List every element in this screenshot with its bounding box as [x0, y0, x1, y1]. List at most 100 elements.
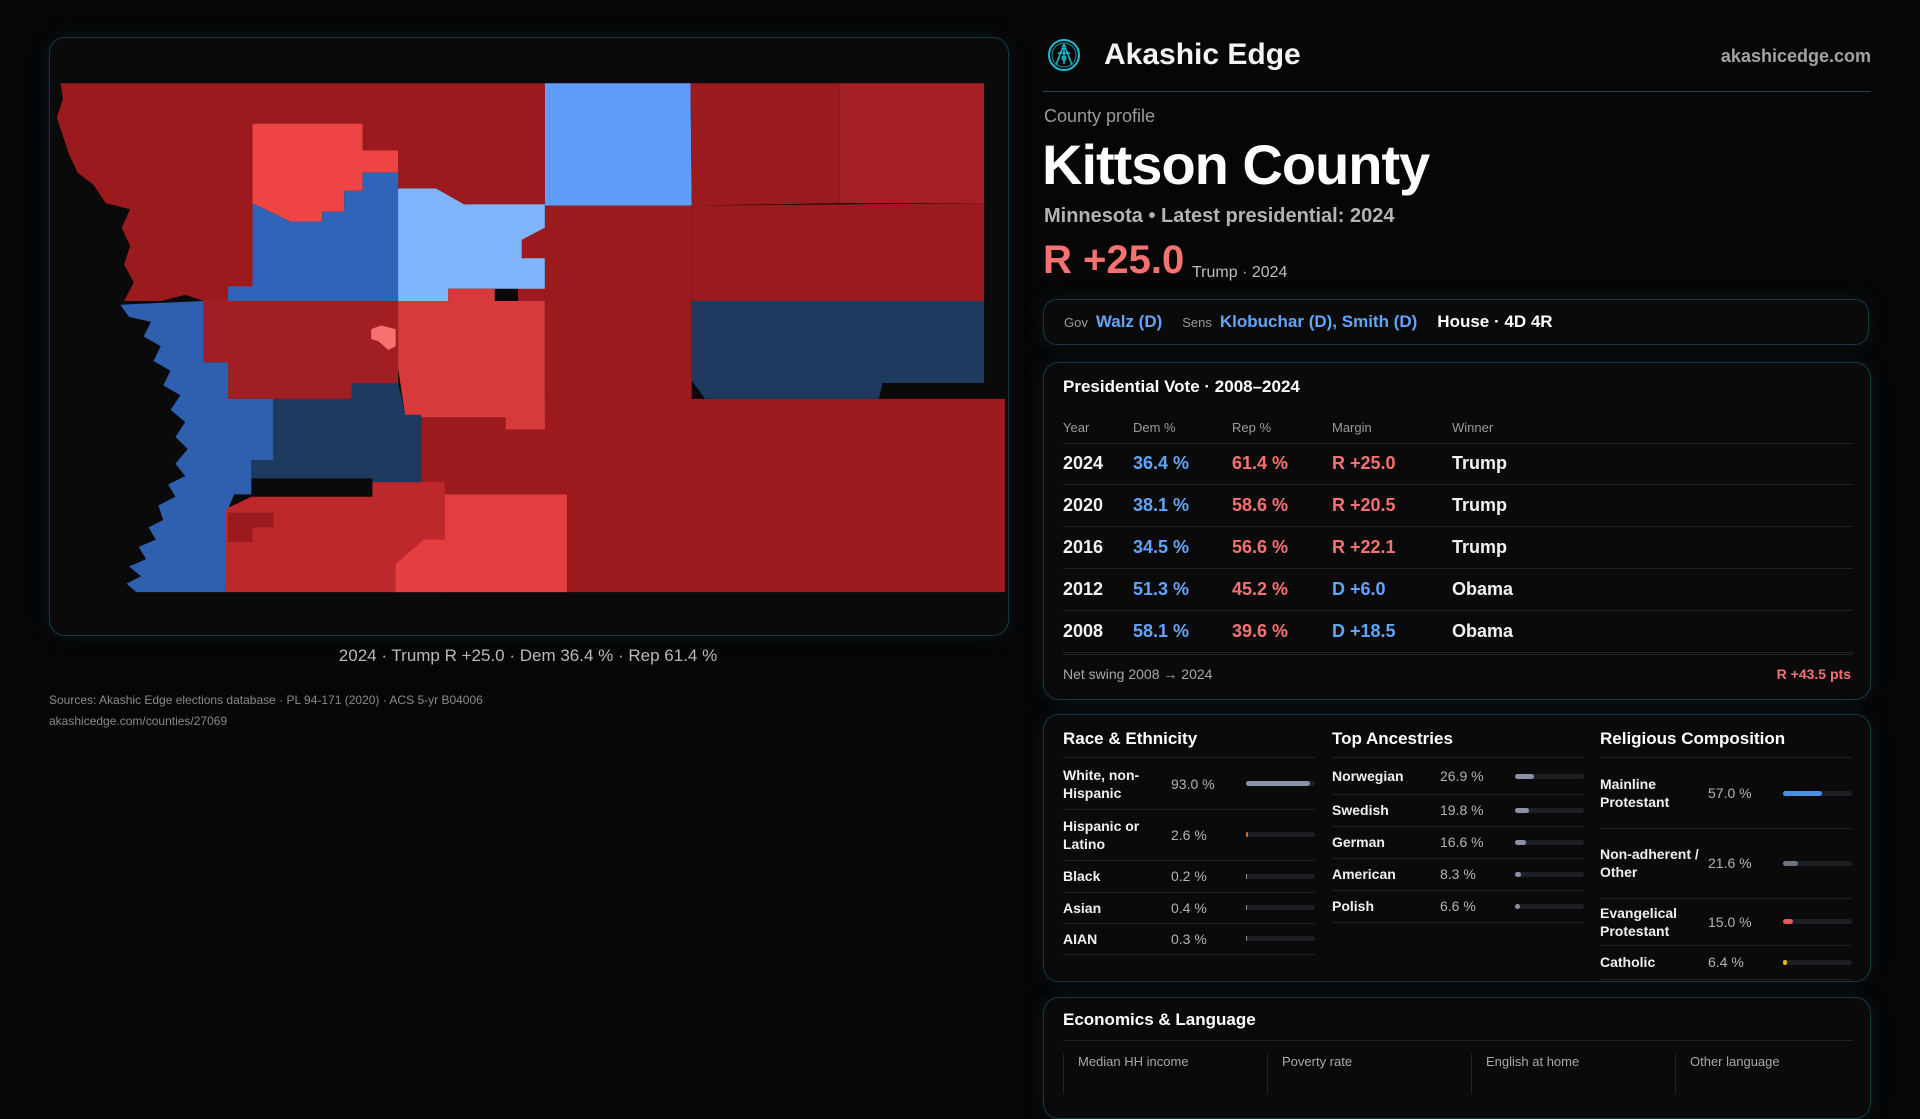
progress-fill: [1515, 903, 1520, 909]
precinct[interactable]: [839, 83, 985, 204]
divider: [1063, 654, 1853, 655]
precinct[interactable]: [228, 512, 274, 543]
house-delegation: House · 4D 4R: [1437, 312, 1553, 331]
progress-bar: [1515, 871, 1584, 877]
precinct[interactable]: [252, 123, 399, 222]
item-label: Black: [1063, 868, 1101, 884]
progress-fill: [1515, 871, 1521, 877]
progress-bar: [1515, 773, 1584, 779]
precinct[interactable]: [691, 203, 985, 302]
progress-bar: [1246, 832, 1315, 837]
progress-fill: [1783, 919, 1794, 924]
card-title: Economics & Language: [1063, 1010, 1256, 1029]
section-title: Top Ancestries: [1332, 729, 1453, 748]
progress-bar: [1783, 860, 1852, 866]
winner-cell: Obama: [1452, 621, 1514, 641]
divider: [1063, 757, 1315, 758]
item-label: Hispanic or Latino: [1063, 817, 1140, 852]
item-label: Mainline Protestant: [1600, 776, 1670, 810]
progress-fill: [1515, 839, 1527, 845]
progress-fill: [1246, 873, 1248, 879]
progress-bar: [1246, 781, 1315, 786]
table-row: 2024 36.4 % 61.4 % R +25.0 Trump: [1063, 443, 1853, 485]
progress-fill: [1783, 790, 1823, 796]
margin-cell: D +18.5: [1332, 621, 1396, 641]
item-value: 19.8 %: [1440, 802, 1484, 818]
header-divider: [1043, 91, 1871, 92]
precinct[interactable]: [371, 325, 396, 350]
economics-card: Economics & Language Median HH income Po…: [1043, 997, 1871, 1119]
dem-cell: 51.3 %: [1133, 579, 1190, 599]
divider: [1332, 757, 1584, 758]
progress-fill: [1783, 959, 1788, 965]
section-title: Religious Composition: [1600, 729, 1786, 748]
precinct[interactable]: [398, 288, 545, 430]
representatives-bar: Gov Walz (D) Sens Klobuchar (D), Smith (…: [1043, 299, 1869, 345]
list-item: AIAN 0.3 %: [1063, 923, 1315, 955]
precinct[interactable]: [203, 301, 399, 399]
rep-cell: 61.4 %: [1232, 453, 1289, 473]
item-value: 0.3 %: [1171, 930, 1207, 947]
precinct[interactable]: [252, 83, 545, 206]
precinct-map[interactable]: [50, 38, 1008, 635]
precinct[interactable]: [228, 172, 399, 302]
year-cell: 2020: [1063, 495, 1104, 515]
dem-cell: 34.5 %: [1133, 537, 1190, 557]
progress-bar: [1783, 959, 1852, 965]
table-row: 2016 34.5 % 56.6 % R +22.1 Trump: [1063, 527, 1853, 569]
section-title: Race & Ethnicity: [1063, 729, 1198, 748]
progress-fill: [1515, 773, 1534, 779]
col-rep: Rep %: [1232, 419, 1272, 435]
list-item: Swedish 19.8 %: [1332, 794, 1584, 827]
progress-fill: [1515, 807, 1529, 813]
list-item: American 8.3 %: [1332, 858, 1584, 891]
precinct[interactable]: [691, 301, 985, 399]
list-item: White, non-Hispanic 93.0 %: [1063, 758, 1315, 810]
precinct-map-card: [49, 37, 1009, 636]
item-label: Asian: [1063, 899, 1102, 916]
progress-bar: [1783, 919, 1852, 924]
precinct[interactable]: [398, 188, 545, 302]
table-row: 2008 58.1 % 39.6 % D +18.5 Obama: [1063, 611, 1853, 653]
progress-fill: [1246, 832, 1248, 837]
winner-cell: Trump: [1452, 453, 1508, 473]
brand-url-link[interactable]: akashicedge.com: [1720, 46, 1871, 66]
progress-fill: [1783, 860, 1798, 866]
precinct[interactable]: [544, 301, 692, 399]
progress-bar: [1246, 873, 1315, 879]
item-label: Non-adherent / Other: [1600, 846, 1699, 880]
precinct[interactable]: [120, 301, 274, 593]
year-cell: 2012: [1063, 579, 1104, 599]
stat-other-language: Other language: [1675, 1054, 1780, 1094]
net-swing-value: R +43.5 pts: [1776, 666, 1851, 682]
margin-cell: D +6.0: [1332, 579, 1386, 599]
precinct[interactable]: [56, 83, 253, 302]
precinct[interactable]: [251, 382, 422, 495]
precinct[interactable]: [395, 494, 567, 593]
precinct[interactable]: [690, 83, 840, 206]
item-value: 15.0 %: [1708, 913, 1752, 930]
margin-cell: R +22.1: [1332, 537, 1396, 557]
rep-cell: 58.6 %: [1232, 495, 1289, 515]
presidential-vote-card: Presidential Vote · 2008–2024 Year Dem %…: [1043, 362, 1871, 700]
list-item: Black 0.2 %: [1063, 860, 1315, 893]
precinct[interactable]: [421, 398, 1005, 593]
sources-text: Sources: Akashic Edge elections database…: [49, 693, 483, 707]
dem-cell: 36.4 %: [1133, 453, 1190, 473]
divider: [1600, 757, 1852, 758]
latest-margin: R +25.0: [1043, 238, 1185, 282]
gov-label: Gov: [1064, 314, 1088, 330]
progress-fill: [1246, 781, 1311, 786]
list-item: Mainline Protestant 57.0 %: [1600, 758, 1852, 829]
year-cell: 2016: [1063, 537, 1104, 557]
winner-cell: Obama: [1452, 579, 1514, 599]
list-item: German 16.6 %: [1332, 826, 1584, 859]
item-value: 57.0 %: [1708, 785, 1752, 801]
compass-seal-icon: [1048, 39, 1080, 71]
source-url-link[interactable]: akashicedge.com/counties/27069: [49, 714, 228, 728]
precinct[interactable]: [517, 205, 692, 302]
precinct[interactable]: [225, 482, 445, 593]
rep-cell: 45.2 %: [1232, 579, 1289, 599]
progress-bar: [1246, 936, 1315, 941]
precinct[interactable]: [544, 83, 692, 206]
